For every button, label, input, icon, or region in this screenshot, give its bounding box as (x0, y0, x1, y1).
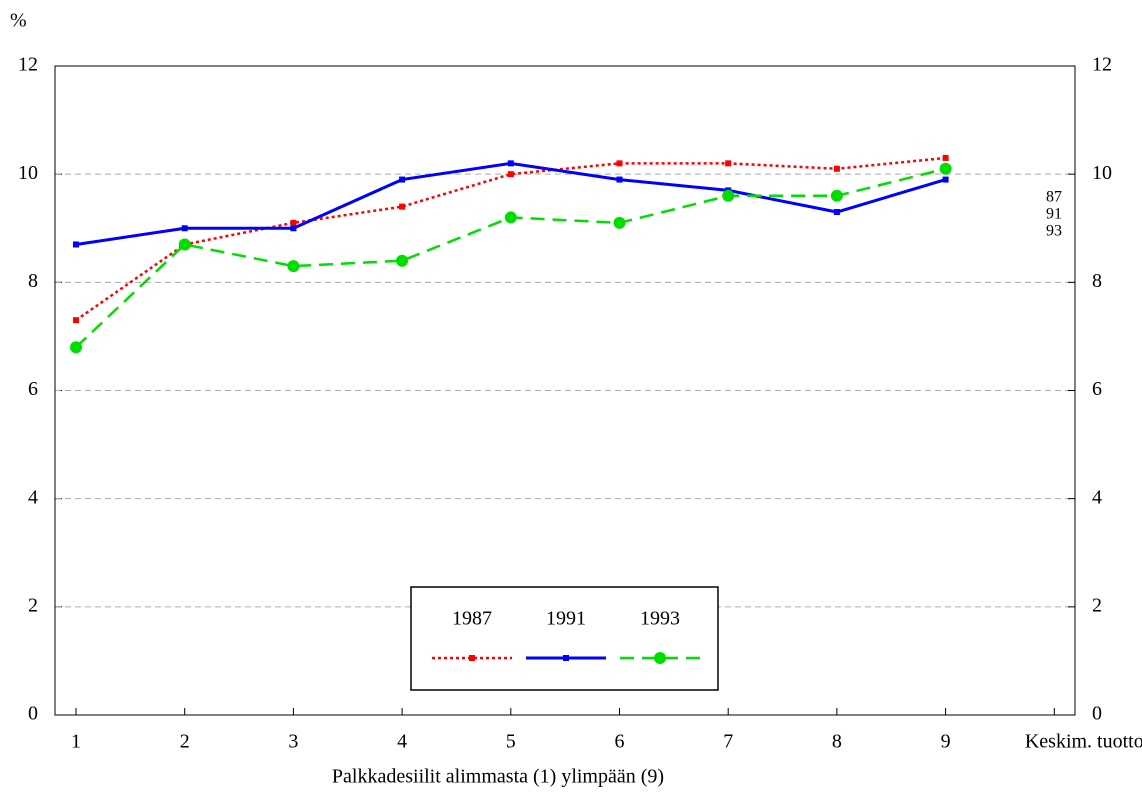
annotation: 87 (1046, 189, 1062, 206)
point (399, 203, 406, 210)
point (287, 260, 300, 273)
legend-box (410, 586, 719, 691)
point (70, 341, 82, 354)
point (507, 160, 514, 167)
y-tick-label: 0 (28, 703, 38, 725)
annotation: 93 (1046, 223, 1062, 240)
x-tick-label: 6 (615, 731, 625, 753)
point (616, 160, 623, 167)
point (73, 317, 79, 324)
point (613, 216, 626, 229)
x-tick-label: 4 (397, 731, 407, 753)
x-tick-label: 7 (723, 731, 733, 753)
annotation: 91 (1046, 206, 1062, 223)
y-tick-label: 10 (18, 162, 38, 184)
legend-label: 1987 (452, 608, 492, 630)
point (830, 189, 843, 202)
point (507, 171, 514, 178)
y-tick-label: 4 (28, 486, 38, 508)
y2-tick-label: 6 (1092, 378, 1102, 400)
y2-tick-label: 4 (1092, 486, 1102, 508)
legend-label: 1991 (546, 608, 586, 630)
point (616, 176, 623, 183)
point (833, 165, 840, 172)
point (290, 225, 297, 232)
x-axis-label: Palkkadesiilit alimmasta (1) ylimpään (9… (332, 766, 664, 788)
x-tick-label: 5 (506, 731, 516, 753)
legend-marker (469, 655, 475, 661)
legend-marker (563, 655, 569, 661)
plot-frame (54, 65, 1076, 716)
y2-tick-label: 12 (1092, 54, 1112, 76)
legend-marker (654, 652, 666, 664)
x-tick-label: 9 (941, 731, 951, 753)
point (722, 189, 735, 202)
y2-tick-label: 8 (1092, 270, 1102, 292)
point (73, 241, 79, 248)
y2-tick-label: 2 (1092, 594, 1102, 616)
point (725, 160, 732, 167)
x-tick-label: 8 (832, 731, 842, 753)
series-line (75, 156, 946, 322)
point (942, 176, 949, 183)
x-tick-label: Keskim. tuotto (1025, 731, 1142, 753)
point (290, 219, 297, 226)
point (178, 238, 191, 251)
y-axis-label: % (10, 10, 27, 32)
x-tick-label: 1 (71, 731, 81, 753)
point (942, 154, 949, 161)
y-tick-label: 12 (18, 54, 38, 76)
point (939, 162, 952, 175)
point (396, 254, 409, 267)
y-tick-label: 8 (28, 270, 38, 292)
point (181, 225, 188, 232)
x-tick-label: 2 (180, 731, 190, 753)
legend-label: 1993 (640, 608, 680, 630)
point (833, 209, 840, 216)
point (504, 211, 517, 224)
y-tick-label: 6 (28, 378, 38, 400)
point (399, 176, 406, 183)
y2-tick-label: 0 (1092, 703, 1102, 725)
y-tick-label: 2 (28, 594, 38, 616)
series-line (75, 167, 946, 349)
x-tick-label: 3 (288, 731, 298, 753)
y2-tick-label: 10 (1092, 162, 1112, 184)
